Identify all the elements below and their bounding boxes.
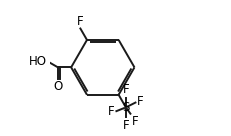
Text: HO: HO [29, 55, 47, 68]
Text: F: F [77, 15, 83, 28]
Text: F: F [137, 95, 143, 108]
Text: F: F [122, 119, 129, 132]
Text: S: S [122, 101, 129, 114]
Text: O: O [53, 80, 62, 93]
Text: F: F [108, 105, 114, 118]
Text: F: F [122, 83, 129, 96]
Text: F: F [131, 115, 137, 128]
